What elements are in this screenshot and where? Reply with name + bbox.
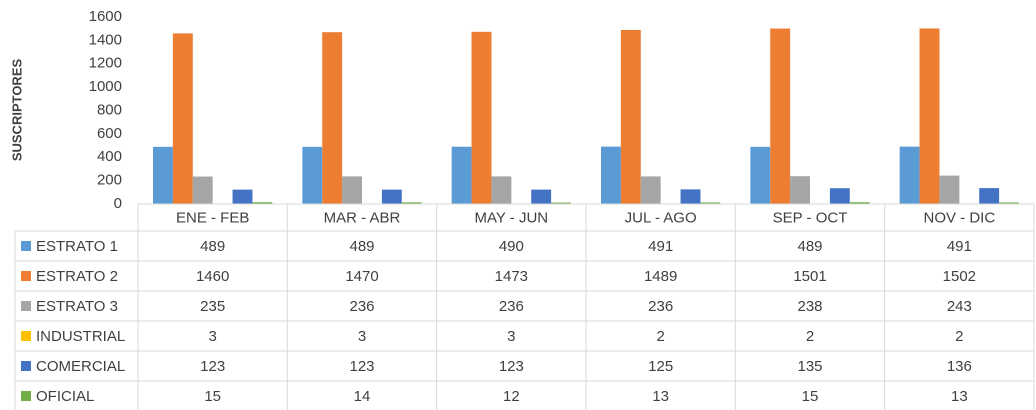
bar xyxy=(381,189,402,204)
table-value: 1489 xyxy=(644,268,677,285)
legend-key xyxy=(21,241,31,251)
bar xyxy=(601,146,621,204)
table-value: 3 xyxy=(358,328,366,345)
legend-key xyxy=(21,361,31,371)
y-tick-label: 800 xyxy=(97,101,122,118)
bar xyxy=(342,176,362,204)
bar xyxy=(471,31,492,204)
bar xyxy=(491,176,512,204)
legend-key xyxy=(21,271,31,281)
bar xyxy=(700,202,721,204)
table-value: 15 xyxy=(204,388,221,405)
table-value: 490 xyxy=(499,238,524,255)
bar xyxy=(451,146,472,204)
legend-label: ESTRATO 3 xyxy=(36,298,118,315)
table-value: 1501 xyxy=(793,268,826,285)
bar xyxy=(979,188,1000,204)
table-value: 13 xyxy=(951,388,968,405)
x-tick-label: NOV - DIC xyxy=(923,209,995,226)
table-value: 489 xyxy=(349,238,374,255)
table-value: 491 xyxy=(947,238,972,255)
legend-label: OFICIAL xyxy=(36,388,94,405)
bar xyxy=(919,28,940,204)
table-value: 235 xyxy=(200,298,225,315)
y-tick-label: 1600 xyxy=(89,8,122,25)
bar xyxy=(401,202,422,204)
legend-label: COMERCIAL xyxy=(36,358,125,375)
table-value: 15 xyxy=(802,388,819,405)
y-tick-label: 1200 xyxy=(89,55,122,72)
y-tick-label: 600 xyxy=(97,125,122,142)
bar xyxy=(939,175,960,204)
legend-label: INDUSTRIAL xyxy=(36,328,125,345)
table-value: 123 xyxy=(200,358,225,375)
bar xyxy=(790,176,810,204)
table-value: 2 xyxy=(955,328,963,345)
table-value: 2 xyxy=(656,328,664,345)
bar xyxy=(153,146,173,204)
y-tick-label: 1400 xyxy=(89,31,122,48)
table-value: 489 xyxy=(200,238,225,255)
bar xyxy=(192,176,213,204)
legend-key xyxy=(21,301,31,311)
x-tick-label: SEP - OCT xyxy=(773,209,848,226)
x-tick-label: MAY - JUN xyxy=(475,209,549,226)
table-value: 491 xyxy=(648,238,673,255)
bar xyxy=(252,202,273,204)
table-value: 1460 xyxy=(196,268,229,285)
y-tick-label: 400 xyxy=(97,148,122,165)
y-tick-label: 1000 xyxy=(89,78,122,95)
y-axis-title: SUSCRIPTORES xyxy=(9,59,24,162)
bar xyxy=(551,202,571,204)
table-value: 123 xyxy=(349,358,374,375)
table-value: 236 xyxy=(349,298,374,315)
bar xyxy=(750,146,771,204)
table-value: 3 xyxy=(507,328,515,345)
legend-label: ESTRATO 1 xyxy=(36,238,118,255)
y-tick-label: 200 xyxy=(97,172,122,189)
table-value: 12 xyxy=(503,388,520,405)
table-value: 238 xyxy=(797,298,822,315)
bar xyxy=(899,146,920,204)
table-value: 13 xyxy=(652,388,669,405)
table-value: 1502 xyxy=(943,268,976,285)
bar xyxy=(999,202,1019,204)
table-value: 236 xyxy=(648,298,673,315)
table-value: 1473 xyxy=(495,268,528,285)
table-value: 1470 xyxy=(345,268,378,285)
bar xyxy=(172,33,193,204)
table-value: 3 xyxy=(208,328,216,345)
bar xyxy=(322,32,343,204)
bar xyxy=(640,176,661,204)
bar xyxy=(770,28,791,205)
table-value: 125 xyxy=(648,358,673,375)
bar xyxy=(620,29,641,204)
bar xyxy=(302,146,323,204)
x-tick-label: ENE - FEB xyxy=(176,209,249,226)
table-value: 489 xyxy=(797,238,822,255)
table-value: 136 xyxy=(947,358,972,375)
table-value: 236 xyxy=(499,298,524,315)
bar xyxy=(849,202,870,204)
table-value: 123 xyxy=(499,358,524,375)
y-tick-label: 0 xyxy=(114,195,122,212)
legend-label: ESTRATO 2 xyxy=(36,268,118,285)
x-tick-label: MAR - ABR xyxy=(324,209,401,226)
legend-key xyxy=(21,331,31,341)
table-value: 243 xyxy=(947,298,972,315)
table-value: 2 xyxy=(806,328,814,345)
bar xyxy=(531,189,552,204)
x-tick-label: JUL - AGO xyxy=(625,209,697,226)
legend-key xyxy=(21,391,31,401)
bar xyxy=(232,189,253,204)
bar xyxy=(829,188,850,204)
table-value: 14 xyxy=(354,388,371,405)
bar xyxy=(680,189,701,204)
table-value: 135 xyxy=(797,358,822,375)
